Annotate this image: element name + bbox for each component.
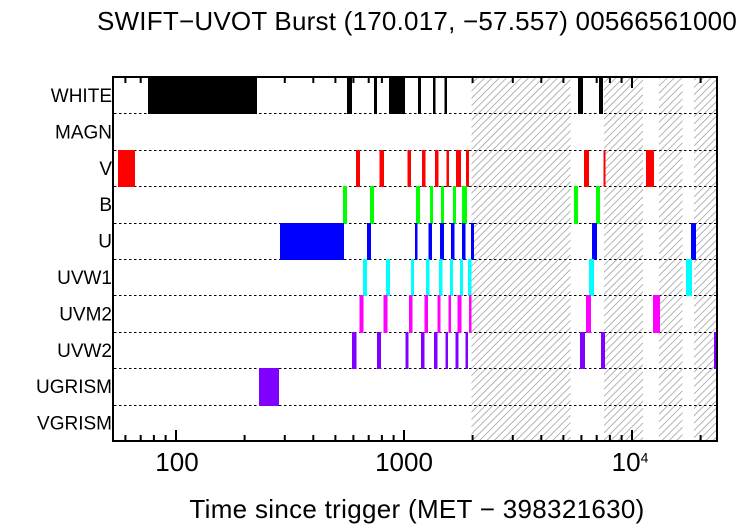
svg-text:1000: 1000 — [375, 447, 433, 477]
svg-text:SWIFT−UVOT Burst (170.017, −57: SWIFT−UVOT Burst (170.017, −57.557) 0056… — [97, 6, 737, 36]
svg-text:UVW1: UVW1 — [57, 268, 112, 289]
svg-text:WHITE: WHITE — [51, 86, 112, 107]
svg-text:Time since trigger (MET − 3983: Time since trigger (MET − 398321630) — [189, 494, 644, 524]
svg-text:B: B — [99, 195, 112, 216]
svg-text:VGRISM: VGRISM — [37, 414, 112, 435]
svg-text:UVW2: UVW2 — [57, 341, 112, 362]
svg-text:V: V — [99, 159, 112, 180]
svg-text:U: U — [98, 232, 112, 253]
svg-text:100: 100 — [155, 447, 198, 477]
svg-text:104: 104 — [612, 447, 649, 477]
svg-text:UGRISM: UGRISM — [36, 377, 112, 398]
svg-text:UVM2: UVM2 — [59, 304, 112, 325]
svg-text:MAGN: MAGN — [55, 122, 112, 143]
